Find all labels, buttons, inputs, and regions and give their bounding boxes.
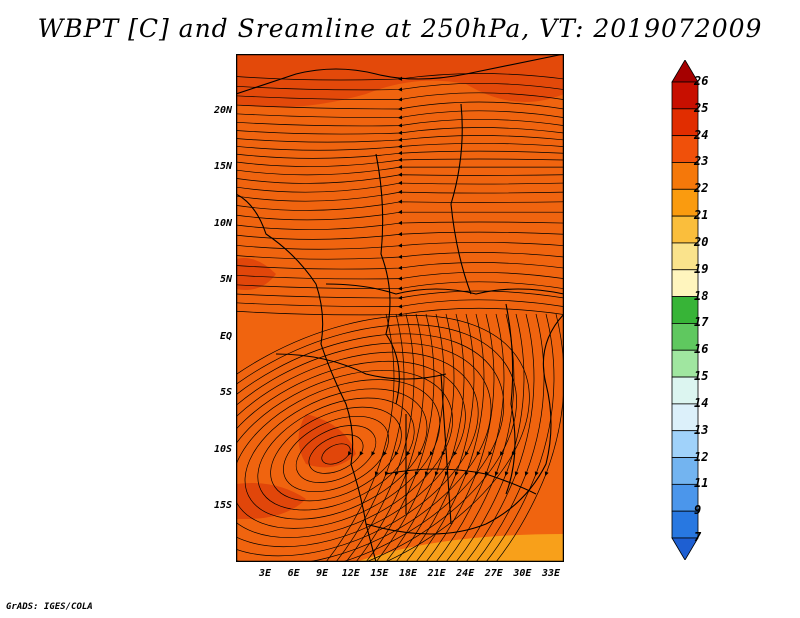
colorbar-box	[671, 349, 699, 378]
longitude-tick-label: 24E	[456, 568, 475, 579]
colorbar-level-label: 16	[694, 342, 709, 357]
colorbar-level-label: 26	[694, 74, 709, 88]
warm-region-southwest	[236, 483, 306, 519]
colorbar-box	[671, 457, 699, 485]
colorbar	[671, 60, 699, 560]
colorbar-level-label: 22	[694, 181, 709, 196]
colorbar-level-label: 12	[694, 449, 709, 464]
colorbar-box	[671, 430, 699, 458]
chart-title: WBPT [C] and Sreamline at 250hPa, VT: 20…	[37, 14, 763, 43]
colorbar-level-label: 24	[694, 127, 709, 142]
longitude-tick-label: 12E	[341, 568, 360, 579]
coastlines-borders	[236, 54, 564, 562]
longitude-tick-label: 15E	[370, 568, 389, 579]
colorbar-level-label: 9	[694, 503, 702, 518]
colorbar-box	[671, 108, 699, 137]
latitude-tick-label: 10N	[213, 218, 232, 229]
credit-text: GrADS: IGES/COLA	[6, 602, 93, 612]
map-panel	[236, 54, 564, 562]
streamlines	[236, 73, 564, 562]
temperature-field	[236, 54, 564, 562]
longitude-tick-label: 18E	[398, 568, 418, 579]
colorbar-box	[671, 81, 699, 110]
colorbar-level-label: 14	[694, 395, 709, 410]
longitude-tick-label: 9E	[316, 568, 329, 579]
longitude-tick-label: 27E	[484, 568, 503, 579]
latitude-tick-label: 15N	[213, 161, 232, 172]
colorbar-level-label: 21	[694, 208, 709, 223]
colorbar-level-label: 7	[694, 530, 702, 544]
latitude-tick-label: EQ	[219, 331, 232, 342]
colorbar-box	[671, 188, 699, 217]
longitude-tick-label: 21E	[427, 568, 446, 579]
latitude-tick-label: 20N	[213, 105, 232, 116]
latitude-tick-label: 5N	[219, 274, 232, 285]
latitude-tick-label: 10S	[213, 444, 232, 455]
colorbar-level-label: 18	[694, 288, 709, 303]
longitude-tick-label: 30E	[513, 568, 532, 579]
colorbar-box	[671, 483, 699, 512]
colorbar-level-label: 23	[694, 154, 709, 169]
colorbar-level-label: 15	[694, 369, 709, 384]
colorbar-level-label: 13	[694, 422, 709, 437]
colorbar-box	[671, 135, 699, 163]
longitude-tick-label: 33E	[541, 568, 561, 579]
colorbar-level-label: 19	[694, 261, 709, 276]
colorbar-box	[671, 510, 699, 539]
map-canvas	[236, 54, 564, 562]
longitude-tick-label: 6E	[287, 568, 300, 579]
colorbar-level-label: 11	[694, 476, 709, 491]
colorbar-level-label: 25	[694, 100, 709, 115]
colorbar-level-label: 17	[694, 315, 709, 330]
colorbar-bottom-triangle	[671, 537, 699, 560]
colorbar-level-label: 20	[694, 234, 709, 249]
colorbar-box	[671, 242, 699, 271]
colorbar-box	[671, 269, 699, 297]
colorbar-box	[671, 296, 699, 324]
latitude-tick-label: 5S	[219, 387, 232, 398]
latitude-tick-label: 15S	[213, 500, 232, 511]
cooler-region-south	[356, 534, 564, 562]
warm-region-south	[298, 414, 356, 468]
longitude-tick-label: 3E	[258, 568, 272, 579]
